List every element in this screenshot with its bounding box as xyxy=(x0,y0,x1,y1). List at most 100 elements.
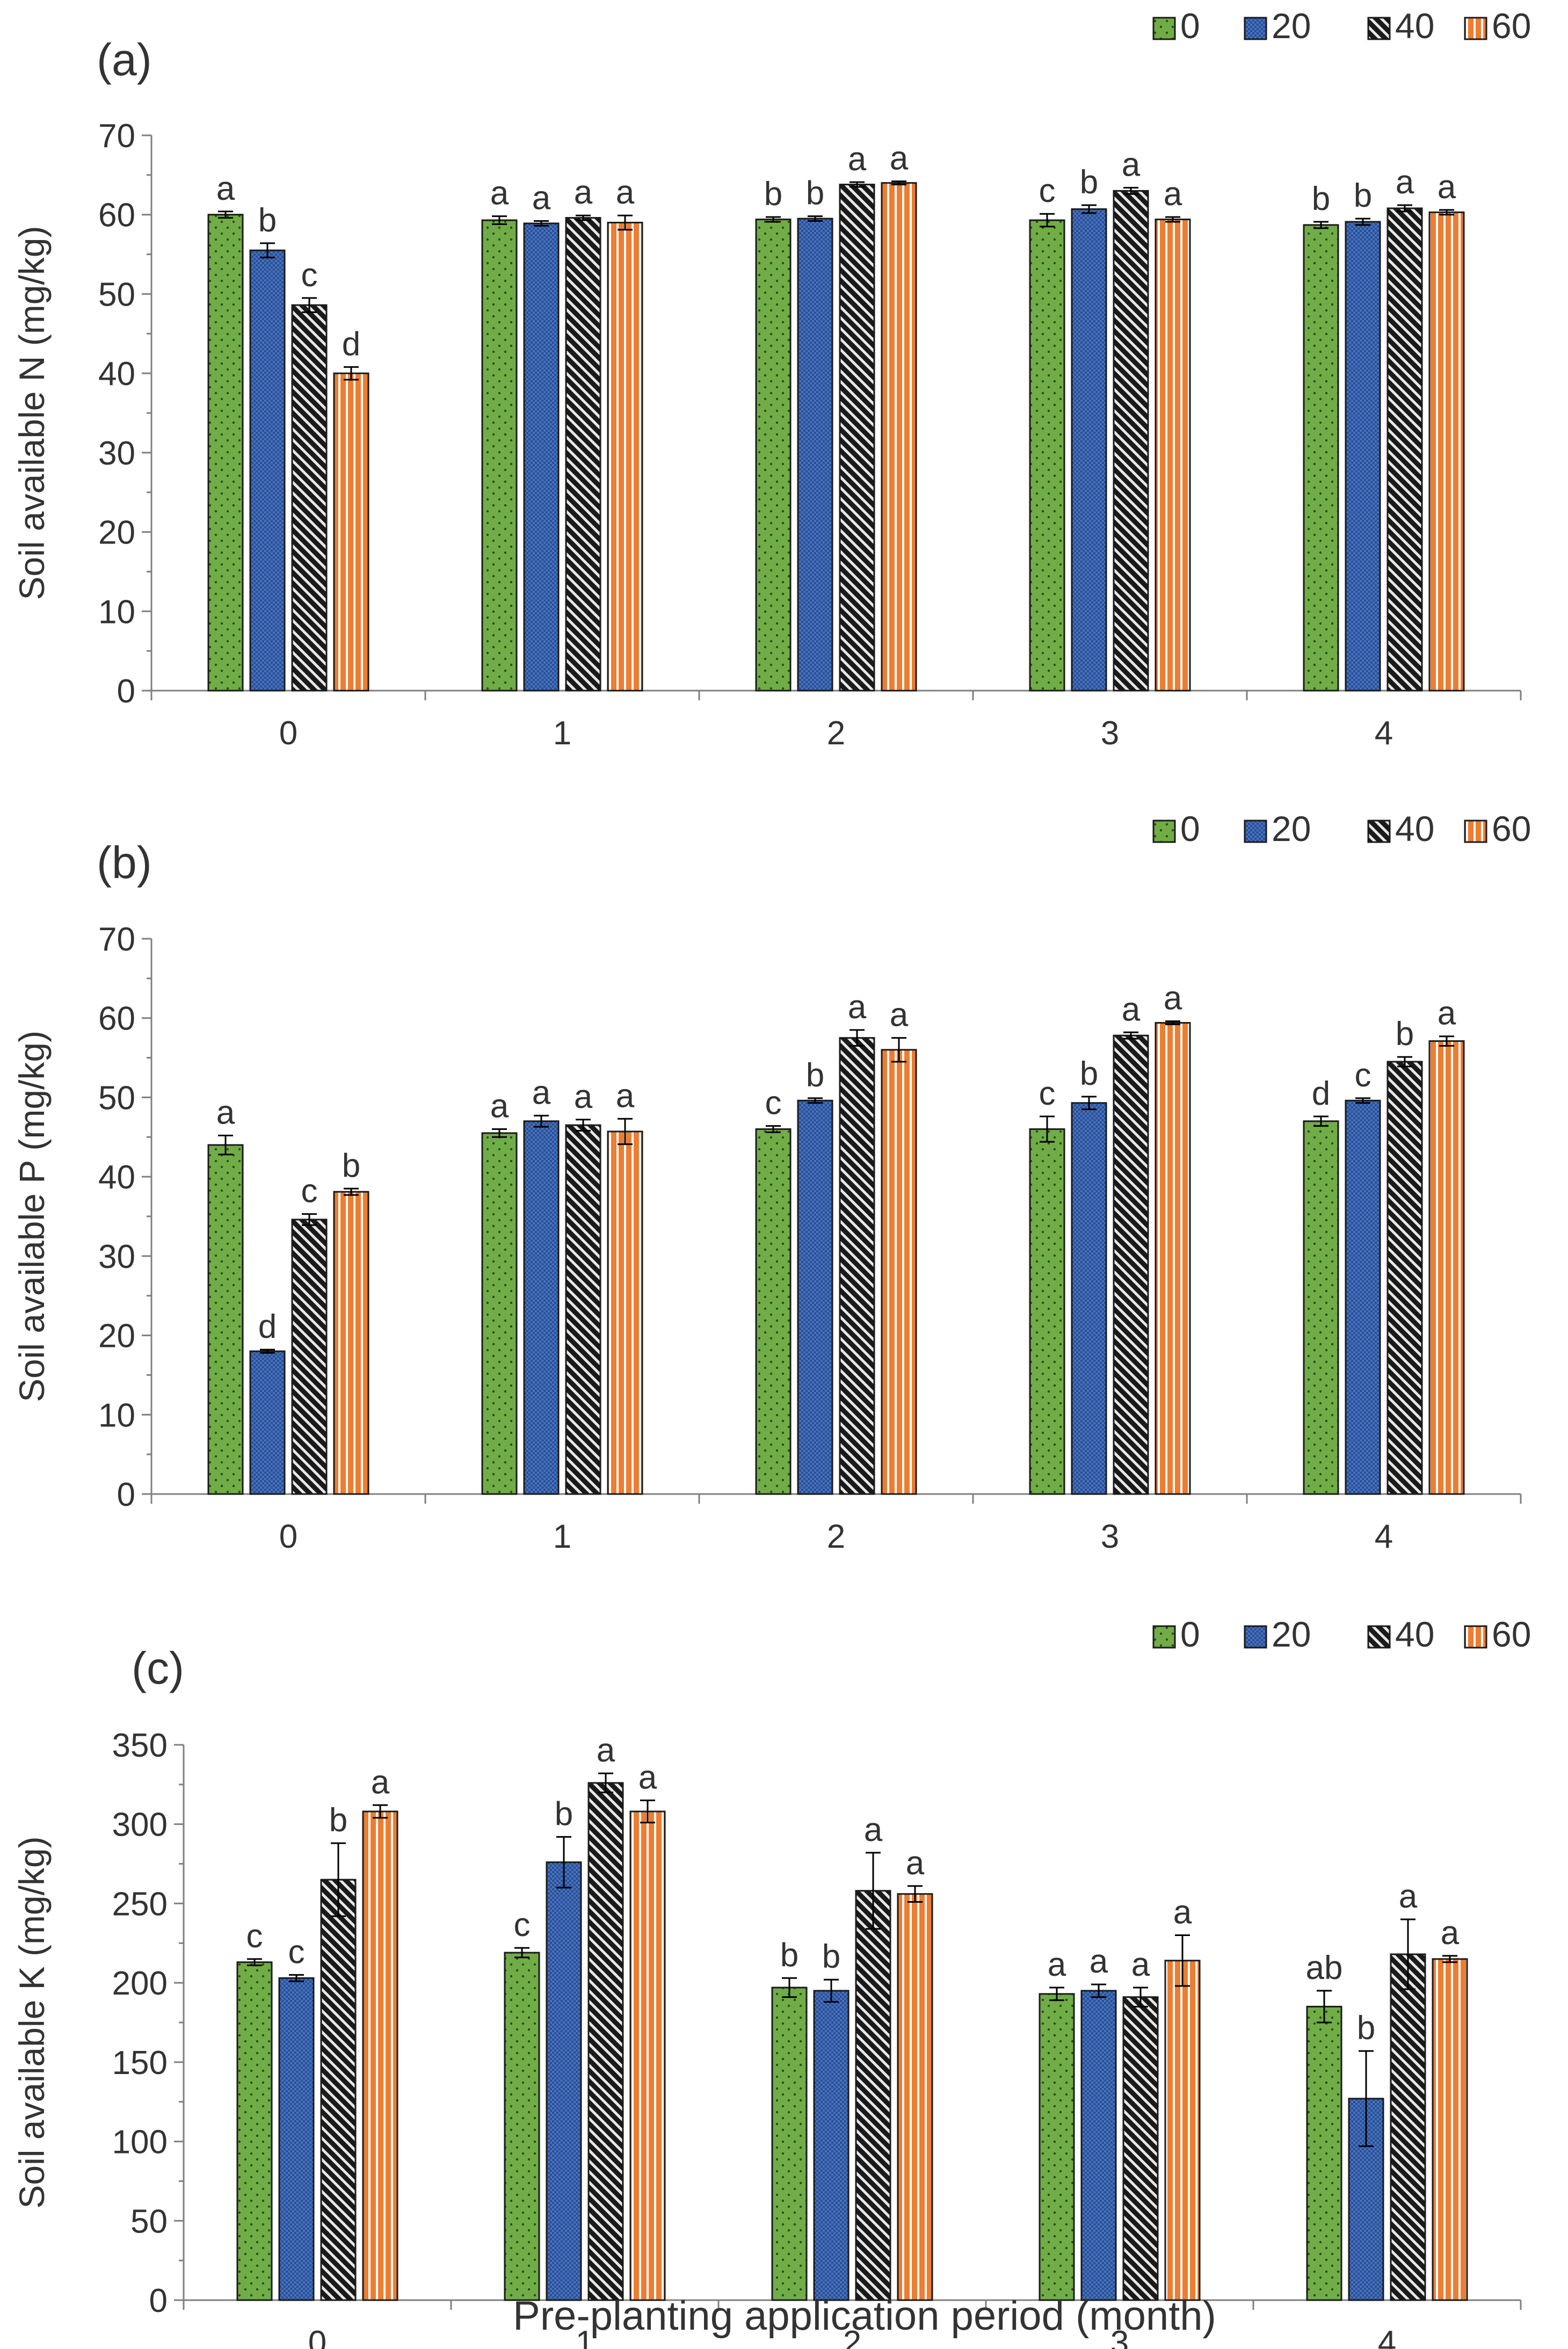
significance-letter: c xyxy=(1355,1057,1371,1094)
bar-0-cat-4 xyxy=(1306,2005,1342,2301)
bar-60-cat-2 xyxy=(897,1893,933,2301)
bar-40-cat-3 xyxy=(1113,1034,1149,1495)
significance-letter: b xyxy=(1396,1016,1414,1053)
bar-40-cat-0 xyxy=(320,1879,357,2301)
significance-letter: a xyxy=(1164,980,1182,1017)
y-tick-label: 30 xyxy=(98,1238,135,1275)
y-tick-label: 100 xyxy=(112,2124,168,2161)
bar-60-cat-3 xyxy=(1155,219,1191,692)
bar-40-cat-4 xyxy=(1386,1061,1423,1495)
significance-letter: a xyxy=(1048,1946,1066,1983)
legend-label-40: 40 xyxy=(1395,809,1434,849)
x-tick-label: 4 xyxy=(1378,2324,1396,2349)
bar-0-cat-3 xyxy=(1039,1993,1075,2301)
bar-60-cat-1 xyxy=(629,1810,666,2301)
bar-20-cat-0 xyxy=(249,1350,286,1495)
x-tick-label: 0 xyxy=(279,1518,297,1555)
y-tick-label: 70 xyxy=(98,921,135,958)
y-tick-label: 50 xyxy=(98,1079,135,1116)
bar-40-cat-1 xyxy=(565,217,601,692)
significance-letter: a xyxy=(890,140,909,177)
significance-letter: a xyxy=(1131,1946,1150,1983)
significance-letter: c xyxy=(1039,172,1056,209)
legend-label-20: 20 xyxy=(1272,1614,1311,1654)
significance-letter: a xyxy=(638,1759,657,1796)
y-tick-label: 60 xyxy=(98,197,135,234)
significance-letter: a xyxy=(1438,995,1456,1032)
legend-label-20: 20 xyxy=(1272,6,1311,46)
significance-letter: a xyxy=(1164,176,1182,213)
legend-label-0: 0 xyxy=(1180,809,1200,849)
legend-swatch-0 xyxy=(1152,820,1176,843)
legend-label-40: 40 xyxy=(1395,6,1434,46)
legend-label-60: 60 xyxy=(1492,809,1531,849)
significance-letter: b xyxy=(1354,177,1372,214)
bar-0-cat-2 xyxy=(755,219,792,692)
bar-20-cat-2 xyxy=(797,218,833,692)
significance-letter: c xyxy=(1039,1075,1056,1112)
significance-letter: a xyxy=(1441,1915,1460,1952)
x-tick-label: 2 xyxy=(827,1518,845,1555)
y-tick-label: 250 xyxy=(112,1886,168,1923)
y-tick-label: 350 xyxy=(112,1727,168,1764)
x-tick-label: 0 xyxy=(279,715,297,752)
y-tick-label: 40 xyxy=(98,1159,135,1196)
legend-label-20: 20 xyxy=(1272,809,1311,849)
significance-letter: a xyxy=(532,180,551,217)
bar-40-cat-2 xyxy=(855,1890,891,2301)
legend-swatch-60 xyxy=(1464,1625,1487,1649)
legend-swatch-60 xyxy=(1464,820,1487,843)
bar-60-cat-2 xyxy=(881,1049,917,1495)
x-axis-title: Pre-planting application period (month) xyxy=(513,2293,1216,2339)
significance-letter: b xyxy=(1080,164,1098,201)
panel-label: (b) xyxy=(97,837,152,888)
significance-letter: ab xyxy=(1306,1949,1343,1987)
significance-letter: b xyxy=(1312,180,1330,218)
significance-letter: d xyxy=(258,1308,277,1345)
bar-60-cat-1 xyxy=(607,1130,643,1495)
bar-60-cat-0 xyxy=(362,1810,398,2301)
significance-letter: a xyxy=(616,1077,635,1114)
bar-0-cat-1 xyxy=(481,1132,518,1495)
y-tick-label: 50 xyxy=(98,276,135,313)
significance-letter: a xyxy=(574,174,593,211)
significance-letter: c xyxy=(301,257,318,294)
x-tick-label: 4 xyxy=(1375,715,1393,752)
significance-letter: a xyxy=(890,997,909,1034)
significance-letter: b xyxy=(806,1057,824,1094)
bar-40-cat-1 xyxy=(587,1782,624,2301)
significance-letter: a xyxy=(864,1811,883,1848)
y-tick-label: 10 xyxy=(98,1397,135,1434)
significance-letter: a xyxy=(1122,146,1141,183)
x-tick-label: 0 xyxy=(308,2324,326,2349)
bar-20-cat-0 xyxy=(278,1977,315,2301)
legend-swatch-0 xyxy=(1152,1625,1176,1649)
legend-label-60: 60 xyxy=(1492,6,1531,46)
bar-20-cat-4 xyxy=(1345,221,1381,692)
significance-letter: b xyxy=(822,1938,840,1975)
bar-60-cat-4 xyxy=(1432,1958,1468,2301)
legend-label-60: 60 xyxy=(1492,1614,1531,1654)
significance-letter: c xyxy=(288,1933,305,1970)
significance-letter: a xyxy=(1173,1894,1192,1931)
legend-swatch-20 xyxy=(1244,17,1267,40)
y-axis-title: Soil available N (mg/kg) xyxy=(12,226,52,600)
significance-letter: b xyxy=(329,1802,347,1839)
significance-letter: b xyxy=(780,1937,798,1974)
significance-letter: b xyxy=(342,1147,360,1184)
significance-letter: a xyxy=(574,1078,593,1115)
significance-letter: a xyxy=(532,1074,551,1111)
legend-swatch-40 xyxy=(1367,820,1391,843)
legend-swatch-20 xyxy=(1244,1625,1267,1649)
bar-60-cat-2 xyxy=(881,182,917,692)
significance-letter: a xyxy=(490,1088,509,1125)
bar-0-cat-0 xyxy=(207,1144,244,1495)
bar-40-cat-4 xyxy=(1390,1953,1426,2301)
y-tick-label: 40 xyxy=(98,356,135,393)
bar-20-cat-4 xyxy=(1345,1099,1381,1495)
x-tick-label: 1 xyxy=(576,2324,594,2349)
bar-20-cat-2 xyxy=(797,1099,833,1495)
legend-swatch-20 xyxy=(1244,820,1267,843)
